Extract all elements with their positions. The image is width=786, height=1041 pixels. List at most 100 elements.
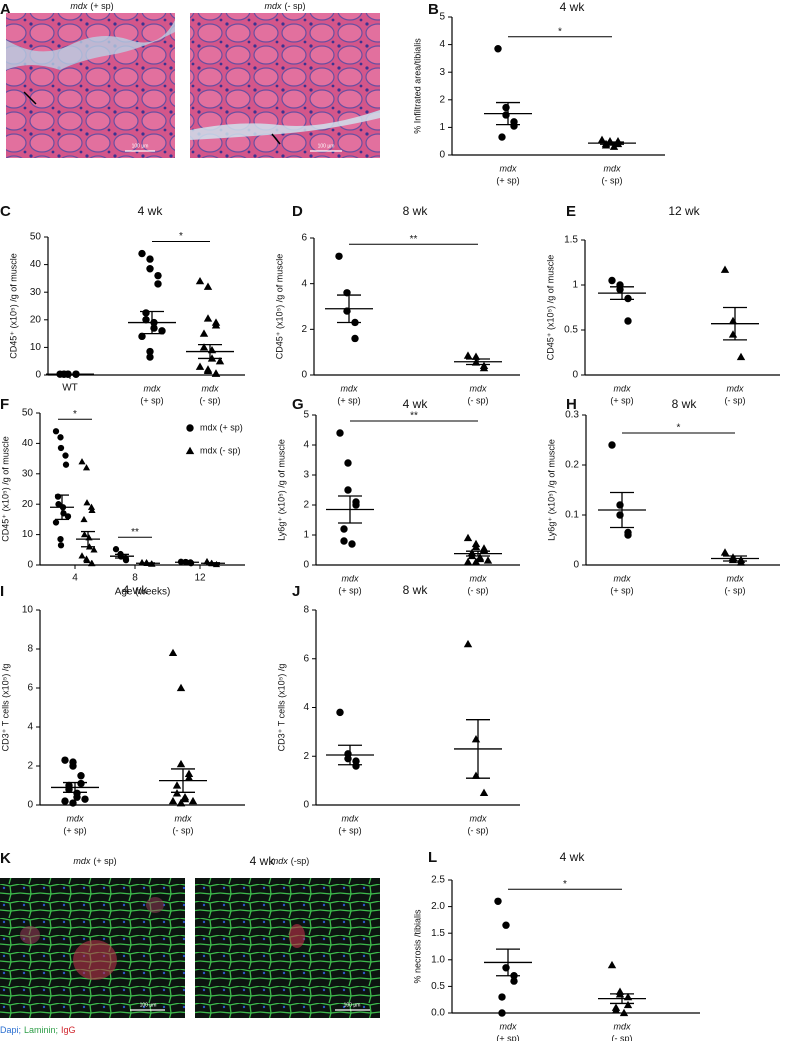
data-point xyxy=(61,797,69,805)
x-tick-label: (+ sp) xyxy=(610,585,633,595)
data-point xyxy=(168,648,178,657)
data-point xyxy=(64,513,72,520)
x-tick-label: WT xyxy=(62,383,78,394)
data-point xyxy=(69,762,77,770)
error-bar xyxy=(115,553,129,559)
igg-signal xyxy=(289,924,305,948)
data-point xyxy=(57,434,64,441)
y-axis-label: Ly6g⁺ (x10⁵) /g of muscle xyxy=(546,439,556,541)
y-axis-label: CD45⁺ (x10⁵) /g of muscle xyxy=(274,254,284,360)
significance-label: * xyxy=(558,26,562,37)
fluorescence-image xyxy=(195,878,380,1018)
y-tick-label: 4 xyxy=(303,702,309,713)
data-point xyxy=(62,452,69,459)
panel-title: 4 wk xyxy=(560,850,586,864)
y-tick-label: 3 xyxy=(439,67,445,78)
data-point xyxy=(176,683,186,692)
y-tick-label: 2 xyxy=(439,94,445,105)
data-point xyxy=(54,493,62,500)
infiltrate xyxy=(6,20,175,70)
x-tick-label: (- sp) xyxy=(200,395,221,405)
error-bar xyxy=(63,781,87,793)
image-caption: mdx (+ sp) xyxy=(70,1,113,11)
data-point xyxy=(176,798,186,807)
data-point xyxy=(154,271,162,280)
data-point xyxy=(142,309,150,317)
legend-marker xyxy=(186,424,194,432)
error-bar xyxy=(55,494,69,521)
data-point xyxy=(168,796,178,805)
data-point xyxy=(728,316,738,325)
x-tick-label: mdx xyxy=(726,573,744,583)
image-caption: mdx (-sp) xyxy=(271,856,310,866)
panel-title: 4 wk xyxy=(250,854,276,868)
caption-part: (-sp) xyxy=(291,856,310,866)
data-point xyxy=(80,531,89,538)
data-point xyxy=(187,560,195,567)
x-tick-label: (- sp) xyxy=(725,395,746,405)
y-axis-label: CD45⁺ (x10⁵) /g of muscle xyxy=(545,255,555,361)
data-point xyxy=(336,429,344,437)
scale-label: 100 µm xyxy=(132,143,149,149)
y-tick-label: 4 xyxy=(303,440,309,451)
data-point xyxy=(184,769,194,777)
data-point xyxy=(344,486,352,494)
x-tick-label: (+ sp) xyxy=(337,395,360,405)
x-tick-label: (+ sp) xyxy=(496,175,519,185)
caption-part: (+ sp) xyxy=(90,1,113,11)
error-bar xyxy=(198,343,222,360)
x-tick-label: (+ sp) xyxy=(496,1033,519,1041)
data-point xyxy=(57,444,65,452)
arrow xyxy=(23,91,37,105)
data-point xyxy=(344,459,352,467)
data-point xyxy=(77,772,85,780)
y-tick-label: 0.1 xyxy=(565,510,579,521)
data-point xyxy=(142,316,150,324)
data-point xyxy=(619,1008,629,1017)
scale-label: 100 µm xyxy=(140,1002,157,1008)
x-tick-label: (- sp) xyxy=(602,175,623,185)
scale-label: 100 µm xyxy=(318,143,335,149)
data-point xyxy=(211,321,221,329)
y-tick-label: 0 xyxy=(439,150,445,161)
error-bar xyxy=(466,719,490,779)
x-tick-label: mdx xyxy=(341,573,359,583)
panel-letter: F xyxy=(0,396,9,413)
data-point xyxy=(146,347,154,356)
data-point xyxy=(611,1006,621,1014)
data-point xyxy=(463,557,473,566)
data-point xyxy=(87,503,96,510)
y-tick-label: 2.5 xyxy=(431,875,445,886)
x-tick-label: mdx xyxy=(726,383,744,393)
y-tick-label: 2 xyxy=(301,324,307,335)
data-point xyxy=(471,542,481,551)
y-axis-label: CD3⁺ T cells (x10⁵) /g xyxy=(276,664,286,752)
data-point xyxy=(90,546,98,553)
y-tick-label: 10 xyxy=(22,529,34,540)
data-point xyxy=(608,441,616,449)
panel-letter: E xyxy=(566,203,576,220)
y-axis-label: CD45⁺ (x10⁵) /g of muscle xyxy=(0,436,10,542)
y-tick-label: 1 xyxy=(439,122,445,133)
igg-signal xyxy=(146,897,164,913)
data-point xyxy=(55,501,62,508)
y-tick-label: 2 xyxy=(27,761,33,772)
y-tick-label: 40 xyxy=(22,438,34,449)
data-point xyxy=(494,45,502,53)
x-tick-label: (+ sp) xyxy=(63,825,86,835)
panel-title: 4 wk xyxy=(123,583,149,597)
significance-label: ** xyxy=(131,527,139,538)
data-point xyxy=(203,282,213,290)
panel-letter: C xyxy=(0,203,11,220)
data-point xyxy=(138,332,146,341)
panel-title: 12 wk xyxy=(668,204,700,218)
data-point xyxy=(479,363,489,372)
x-tick-label: mdx xyxy=(341,813,359,823)
data-point xyxy=(471,734,481,743)
y-tick-label: 1.5 xyxy=(431,928,445,939)
y-tick-label: 1 xyxy=(572,280,578,291)
caption-part: mdx xyxy=(271,856,289,866)
image-caption: mdx (- sp) xyxy=(264,1,305,11)
y-tick-label: 0 xyxy=(27,800,33,811)
